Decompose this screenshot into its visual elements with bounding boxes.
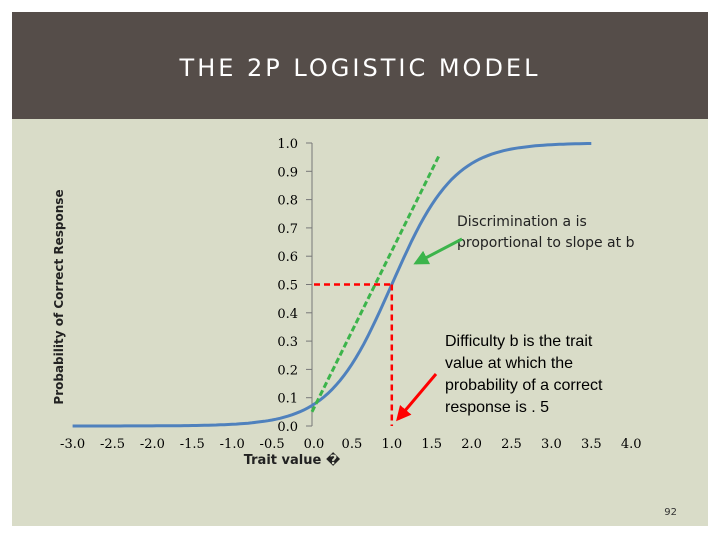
x-tick-label: 2.5 — [501, 437, 522, 452]
y-axis-ticks: 0.0 0.1 0.2 0.3 0.4 0.5 0.6 0.7 0.8 0.9 1.0 — [277, 137, 298, 435]
icc-curve — [72, 142, 592, 428]
x-tick-label: -2.5 — [100, 437, 125, 452]
x-tick-label: 3.5 — [581, 437, 602, 452]
y-tick-label: 0.6 — [277, 250, 298, 265]
page-number: 92 — [664, 507, 677, 518]
y-tick-label: 0.9 — [277, 165, 298, 180]
discrimination-note-line-2: proportional to slope at b — [457, 235, 635, 251]
x-tick-label: 1.0 — [381, 437, 402, 452]
x-tick-label: 1.5 — [421, 437, 442, 452]
y-tick-label: 1.0 — [277, 137, 298, 152]
y-tick-label: 0.2 — [277, 363, 298, 378]
title-bar: THE 2P LOGISTIC MODEL — [12, 12, 708, 119]
y-tick-label: 0.3 — [277, 335, 298, 350]
difficulty-note-line-1: Difficulty b is the trait — [445, 333, 593, 350]
slide-title: THE 2P LOGISTIC MODEL — [179, 54, 541, 82]
logistic-chart: 0.0 0.1 0.2 0.3 0.4 0.5 0.6 0.7 0.8 0.9 1.0 -3.0 -2… — [52, 137, 677, 518]
x-tick-label: -1.5 — [180, 437, 205, 452]
difficulty-arrow — [396, 373, 438, 422]
discrimination-note: Discrimination a is proportional to slop… — [457, 214, 635, 251]
discrimination-arrow — [413, 237, 463, 265]
y-axis-tick-marks — [306, 142, 312, 427]
difficulty-note-line-2: value at which the — [445, 355, 573, 372]
x-tick-label: -1.0 — [220, 437, 245, 452]
y-tick-label: 0.8 — [277, 194, 298, 209]
x-tick-label: -3.0 — [60, 437, 85, 452]
slope-tangent-line — [310, 153, 442, 413]
y-tick-label: 0.4 — [277, 307, 298, 322]
x-tick-label: -2.0 — [140, 437, 165, 452]
difficulty-note-line-4: response is . 5 — [445, 399, 549, 416]
x-tick-label: 0.5 — [342, 437, 363, 452]
discrimination-note-line-1: Discrimination a is — [457, 214, 587, 230]
difficulty-note: Difficulty b is the trait value at which… — [445, 333, 607, 416]
x-axis-label: Trait value � — [244, 452, 341, 468]
y-tick-label: 0.7 — [277, 222, 298, 237]
x-tick-label: 3.0 — [541, 437, 562, 452]
y-tick-label: 0.0 — [277, 420, 298, 435]
y-axis-label: Probability of Correct Response — [52, 189, 66, 404]
x-tick-label: 0.0 — [304, 437, 325, 452]
y-tick-label: 0.5 — [277, 279, 298, 294]
x-tick-label: -0.5 — [260, 437, 285, 452]
x-tick-label: 2.0 — [461, 437, 482, 452]
y-tick-label: 0.1 — [277, 392, 298, 407]
slide: THE 2P LOGISTIC MODEL 0.0 0.1 0.2 0.3 0.4 0.5… — [12, 12, 708, 526]
x-tick-label: 4.0 — [621, 437, 642, 452]
difficulty-note-line-3: probability of a correct — [445, 377, 603, 394]
x-axis-ticks: -3.0 -2.5 -2.0 -1.5 -1.0 -0.5 0.0 0.5 1.0 1.5 2.0 2… — [60, 437, 641, 452]
